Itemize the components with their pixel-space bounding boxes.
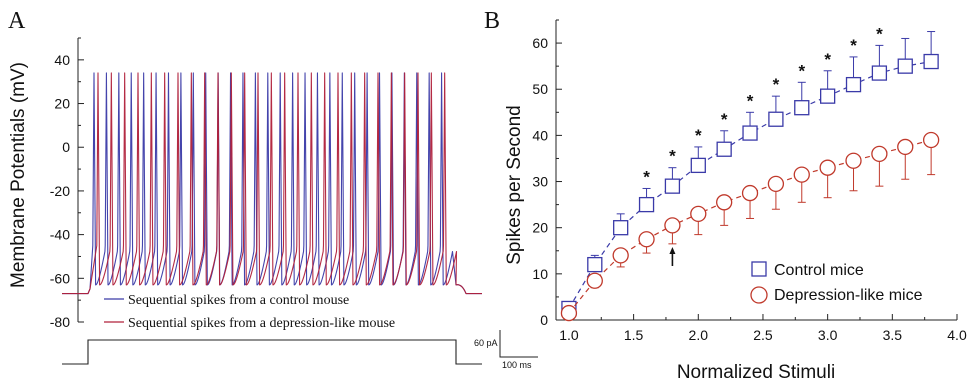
depression-data-point (741, 184, 759, 202)
panel-a-y-axis: 40 20 0 -20 -40 -60 -80 (50, 37, 84, 330)
panel-a-y-tick-label: -80 (50, 314, 70, 330)
panel-b-x-axis-title: Normalized Stimuli (677, 362, 835, 383)
panel-b-x-tick-label: 3.5 (883, 327, 903, 343)
threshold-arrow-head (669, 247, 676, 254)
significance-star: * (643, 167, 650, 186)
panel-b-y-axis-title: Spikes per Second (504, 105, 525, 265)
legend-label-depression: Sequential spikes from a depression-like… (128, 316, 395, 331)
panel-a-y-tick-label: 20 (54, 96, 70, 112)
legend-label-control: Sequential spikes from a control mouse (128, 293, 349, 308)
panel-b-x-tick-label: 1.5 (624, 327, 644, 343)
panel-b-y-tick-label: 10 (532, 266, 548, 282)
panel-b-x-tick-label: 1.0 (559, 327, 579, 343)
depression-data-point (716, 194, 733, 211)
control-data-point (897, 58, 913, 74)
control-data-point (768, 111, 784, 127)
control-data-point (690, 157, 706, 174)
depression-data-point (922, 131, 940, 149)
panel-a-y-tick-label: -60 (50, 270, 70, 286)
panel-a-y-tick-label: 40 (54, 52, 70, 68)
control-data-point (794, 100, 810, 116)
depression-data-point (560, 304, 578, 322)
panel-b-y-tick-label: 60 (532, 35, 548, 51)
panel-b-series: * * * * * * * * * * (560, 24, 940, 322)
control-data-point (716, 141, 732, 157)
panel-a-legend: Sequential spikes from a control mouse S… (104, 293, 395, 331)
depression-data-point (638, 231, 655, 248)
control-data-point (845, 76, 862, 93)
control-data-point (638, 196, 655, 213)
depression-data-point (793, 166, 810, 183)
depression-data-point (897, 138, 914, 156)
significance-star: * (721, 110, 728, 129)
significance-star: * (669, 147, 676, 166)
panel-a-y-tick-label: 0 (62, 139, 70, 155)
significance-star: * (876, 24, 883, 43)
depression-data-point (586, 272, 603, 289)
legend-marker-control (751, 261, 767, 277)
legend-label-control-mice: Control mice (774, 262, 864, 279)
panel-a-label: A (8, 8, 26, 34)
control-data-point (742, 125, 758, 141)
depression-data-point (612, 247, 629, 264)
panel-b-y-tick-label: 40 (532, 127, 548, 143)
depression-data-point (767, 175, 785, 192)
panel-b-label: B (484, 8, 500, 34)
panel-b-y-tick-label: 0 (540, 312, 548, 328)
panel-a-y-axis-title: Membrane Potentials (mV) (8, 62, 29, 288)
panel-b-legend: Control mice Depression-like mice (750, 261, 923, 304)
control-data-point (613, 220, 629, 236)
control-data-point (587, 256, 603, 273)
panel-b-x-tick-label: 4.0 (947, 327, 967, 343)
legend-label-depression-mice: Depression-like mice (774, 287, 923, 304)
significance-star: * (850, 36, 857, 55)
panel-b-x-tick-label: 2.5 (753, 327, 773, 343)
depression-trace (62, 72, 482, 295)
panel-a-y-tick-label: -40 (50, 227, 70, 243)
significance-star: * (695, 126, 702, 145)
scale-bar-time-label: 100 ms (502, 360, 532, 370)
significance-star: * (798, 61, 805, 80)
panel-b-y-tick-label: 50 (532, 81, 548, 97)
panel-a: A 40 20 0 -20 -40 -60 -80 Membrane Potentials … (8, 8, 538, 370)
panel-a-traces (62, 72, 482, 295)
scale-bar: 60 pA 100 ms (474, 330, 538, 370)
stimulus-trace (62, 339, 482, 365)
depression-data-point (664, 217, 681, 234)
depression-data-point (690, 205, 707, 222)
significance-star: * (747, 91, 754, 110)
legend-marker-depression (750, 286, 768, 304)
control-data-point (871, 65, 888, 81)
control-data-point (664, 178, 681, 194)
panel-b-y-tick-label: 20 (532, 220, 548, 236)
control-data-point (819, 88, 836, 104)
significance-star: * (824, 50, 831, 69)
control-data-point (923, 53, 939, 70)
depression-data-point (871, 145, 888, 162)
panel-b-y-tick-label: 30 (532, 174, 548, 190)
panel-b-x-tick-label: 3.0 (818, 327, 838, 343)
panel-a-y-tick-label: -20 (50, 183, 70, 199)
panel-b-axes: 1.0 1.5 2.0 2.5 3.0 3.5 4.0 0 10 20 30 40 50 60 (532, 19, 967, 343)
panel-b-x-tick-label: 2.0 (689, 327, 709, 343)
depression-data-point (819, 159, 836, 176)
scale-bar-current-label: 60 pA (474, 338, 498, 348)
panel-b: B 1.0 1.5 2.0 2.5 3.0 3.5 4.0 0 10 20 30 40 50 60 Spi… (484, 8, 967, 383)
significance-star: * (773, 75, 780, 94)
depression-data-point (845, 152, 862, 169)
